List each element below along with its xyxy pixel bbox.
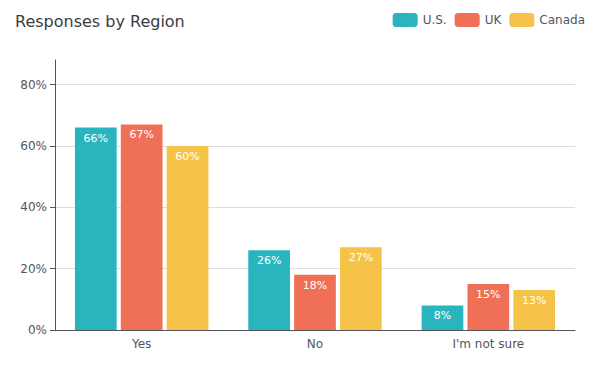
svg-text:Canada: Canada (539, 13, 585, 27)
svg-text:18%: 18% (303, 279, 327, 292)
svg-text:26%: 26% (257, 254, 281, 267)
svg-text:15%: 15% (476, 288, 500, 301)
svg-text:20%: 20% (20, 262, 47, 276)
svg-text:Yes: Yes (131, 337, 151, 351)
svg-text:27%: 27% (349, 251, 373, 264)
svg-text:13%: 13% (522, 294, 546, 307)
svg-text:66%: 66% (84, 132, 108, 145)
svg-text:U.S.: U.S. (423, 13, 447, 27)
svg-text:0%: 0% (28, 323, 47, 337)
svg-text:80%: 80% (20, 78, 47, 92)
svg-text:67%: 67% (129, 128, 153, 141)
svg-text:UK: UK (485, 13, 503, 27)
svg-text:60%: 60% (175, 150, 199, 163)
svg-text:No: No (307, 337, 323, 351)
svg-text:I'm not sure: I'm not sure (452, 337, 524, 351)
svg-text:8%: 8% (434, 309, 451, 322)
svg-text:60%: 60% (20, 139, 47, 153)
svg-text:40%: 40% (20, 200, 47, 214)
svg-text:Responses by Region: Responses by Region (15, 12, 185, 31)
